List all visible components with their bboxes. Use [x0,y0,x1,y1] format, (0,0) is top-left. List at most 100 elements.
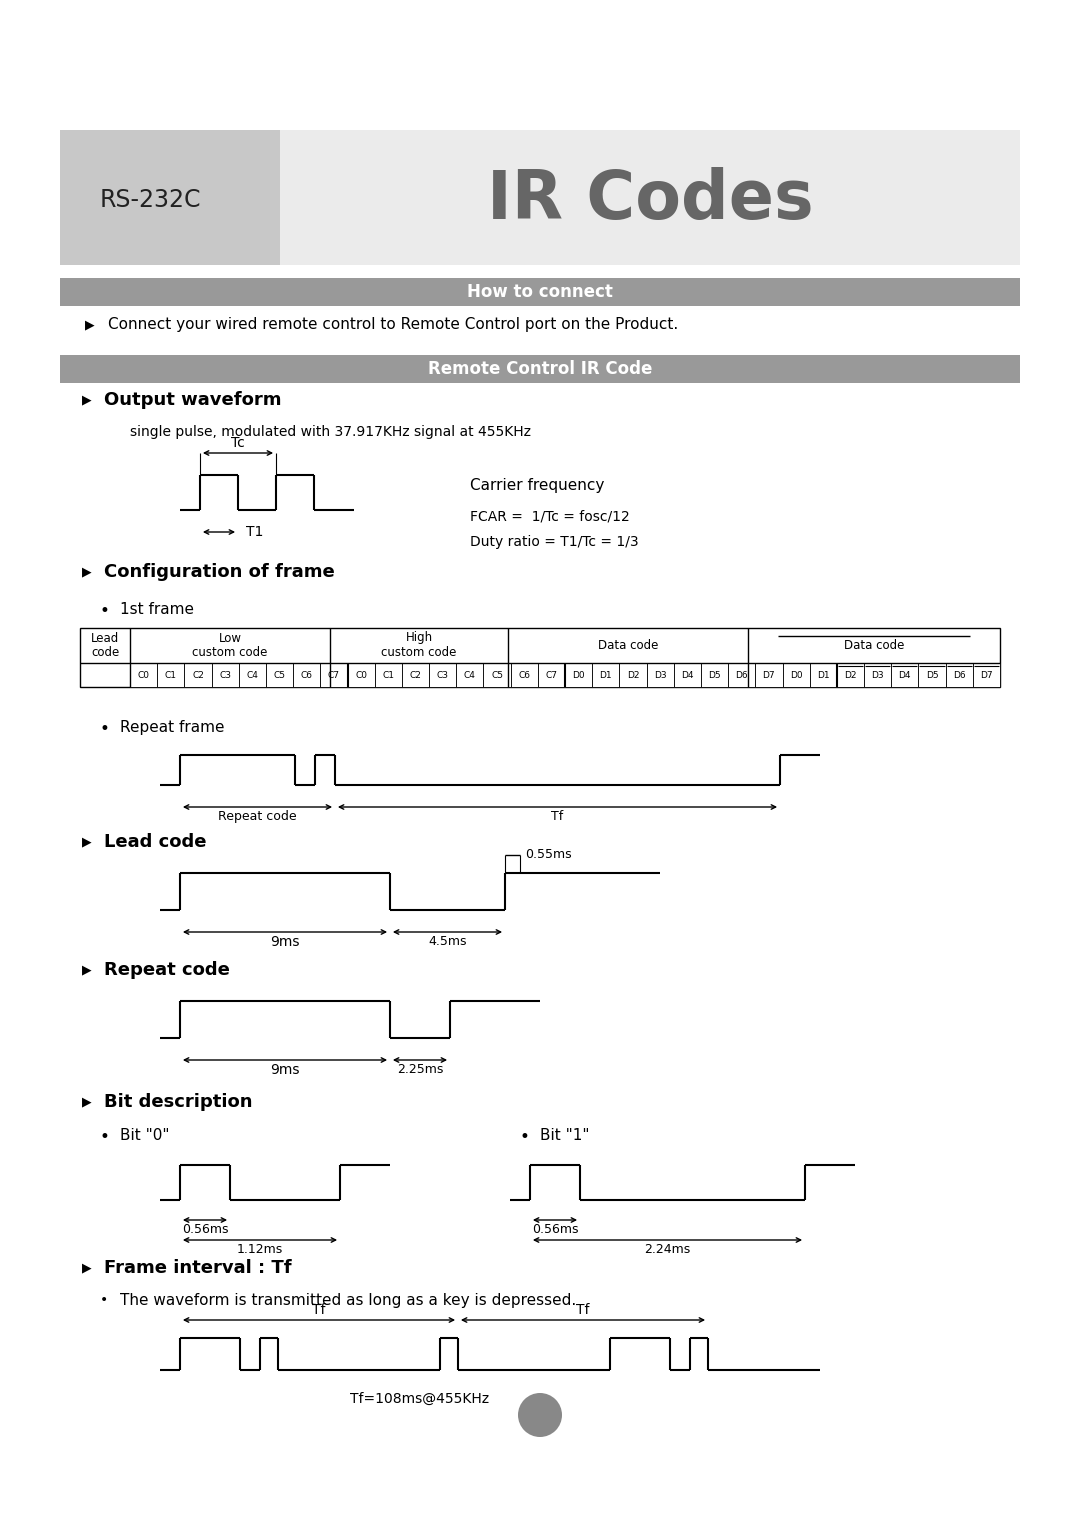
Text: ▶: ▶ [82,836,92,848]
Bar [647,663,674,688]
Circle shape [518,1394,562,1436]
Text: 0.55ms: 0.55ms [525,848,571,862]
Text: C2: C2 [409,671,421,680]
Text: RS-232C: RS-232C [100,188,202,212]
Bar [918,663,946,688]
Bar [80,628,1000,688]
Text: C4: C4 [246,671,258,680]
Text: D2: D2 [626,671,639,680]
Bar [348,663,375,688]
Text: C7: C7 [545,671,557,680]
Text: 1st frame: 1st frame [120,602,194,617]
Text: D7: D7 [762,671,775,680]
Bar [864,663,891,688]
Bar [565,663,592,688]
Text: 2.25ms: 2.25ms [396,1063,443,1076]
Text: D6: D6 [953,671,966,680]
Text: Tf=108ms@455KHz: Tf=108ms@455KHz [350,1392,489,1406]
Bar [891,663,918,688]
Text: IR Codes: IR Codes [487,167,813,232]
Text: Duty ratio = T1/Tc = 1/3: Duty ratio = T1/Tc = 1/3 [470,535,638,549]
Text: D1: D1 [599,671,612,680]
Bar [538,663,565,688]
Bar [158,663,185,688]
Text: Configuration of frame: Configuration of frame [104,562,335,581]
Text: ▶: ▶ [82,565,92,579]
Text: High
custom code: High custom code [381,631,457,660]
Text: D0: D0 [789,671,802,680]
Text: 9ms: 9ms [270,935,300,949]
Text: D7: D7 [980,671,993,680]
Bar [185,663,212,688]
Text: C0: C0 [137,671,150,680]
Text: Bit "1": Bit "1" [540,1128,590,1143]
Text: 2.24ms: 2.24ms [645,1242,690,1256]
Text: 0.56ms: 0.56ms [531,1222,578,1236]
Text: Low
custom code: Low custom code [192,631,268,660]
Text: C7: C7 [328,671,340,680]
Text: C5: C5 [273,671,285,680]
Text: FCAR =  1/Tc = fosc/12: FCAR = 1/Tc = fosc/12 [470,510,630,524]
Text: ▶: ▶ [82,964,92,976]
Text: C1: C1 [382,671,394,680]
Text: ▶: ▶ [82,394,92,406]
Text: Repeat code: Repeat code [218,810,297,824]
Text: Data code: Data code [598,639,658,652]
Bar [293,663,321,688]
Text: ▶: ▶ [82,1096,92,1108]
Text: D4: D4 [899,671,912,680]
Text: Tf: Tf [577,1303,590,1317]
Bar [60,130,280,264]
Text: ▶: ▶ [85,318,95,332]
Bar [810,663,837,688]
Bar [280,130,1020,264]
Text: D0: D0 [572,671,585,680]
Text: 0.56ms: 0.56ms [181,1222,228,1236]
Text: C1: C1 [165,671,177,680]
Bar [429,663,456,688]
Bar [701,663,728,688]
Bar [375,663,402,688]
Text: C6: C6 [518,671,530,680]
Text: •: • [100,602,110,620]
Text: C0: C0 [355,671,367,680]
Text: D5: D5 [708,671,720,680]
Bar [755,663,783,688]
Bar [321,663,348,688]
Text: How to connect: How to connect [467,283,613,301]
Text: C4: C4 [464,671,476,680]
Text: D3: D3 [872,671,883,680]
Text: D3: D3 [653,671,666,680]
Bar [484,663,511,688]
Text: C6: C6 [300,671,313,680]
Text: The waveform is transmitted as long as a key is depressed.: The waveform is transmitted as long as a… [120,1293,577,1308]
Bar [674,663,701,688]
Text: Bit "0": Bit "0" [120,1128,170,1143]
Text: Output waveform: Output waveform [104,391,282,410]
Text: D4: D4 [681,671,693,680]
Bar [973,663,1000,688]
Text: Repeat code: Repeat code [104,961,230,979]
Text: Tf: Tf [312,1303,326,1317]
Text: D1: D1 [816,671,829,680]
Text: Repeat frame: Repeat frame [120,720,225,735]
Text: •: • [100,1293,108,1306]
Bar [402,663,429,688]
Bar [511,663,538,688]
Text: •: • [100,720,110,738]
Bar [266,663,293,688]
Bar [837,663,864,688]
Bar [60,354,1020,384]
Bar [728,663,755,688]
Bar [946,663,973,688]
Text: •: • [519,1128,530,1146]
Text: D5: D5 [926,671,939,680]
Bar [456,663,484,688]
Text: single pulse, modulated with 37.917KHz signal at 455KHz: single pulse, modulated with 37.917KHz s… [130,425,531,439]
Text: ▶: ▶ [82,1262,92,1274]
Bar [783,663,810,688]
Text: D2: D2 [845,671,856,680]
Text: D6: D6 [735,671,748,680]
Bar [60,278,1020,306]
Text: •: • [100,1128,110,1146]
